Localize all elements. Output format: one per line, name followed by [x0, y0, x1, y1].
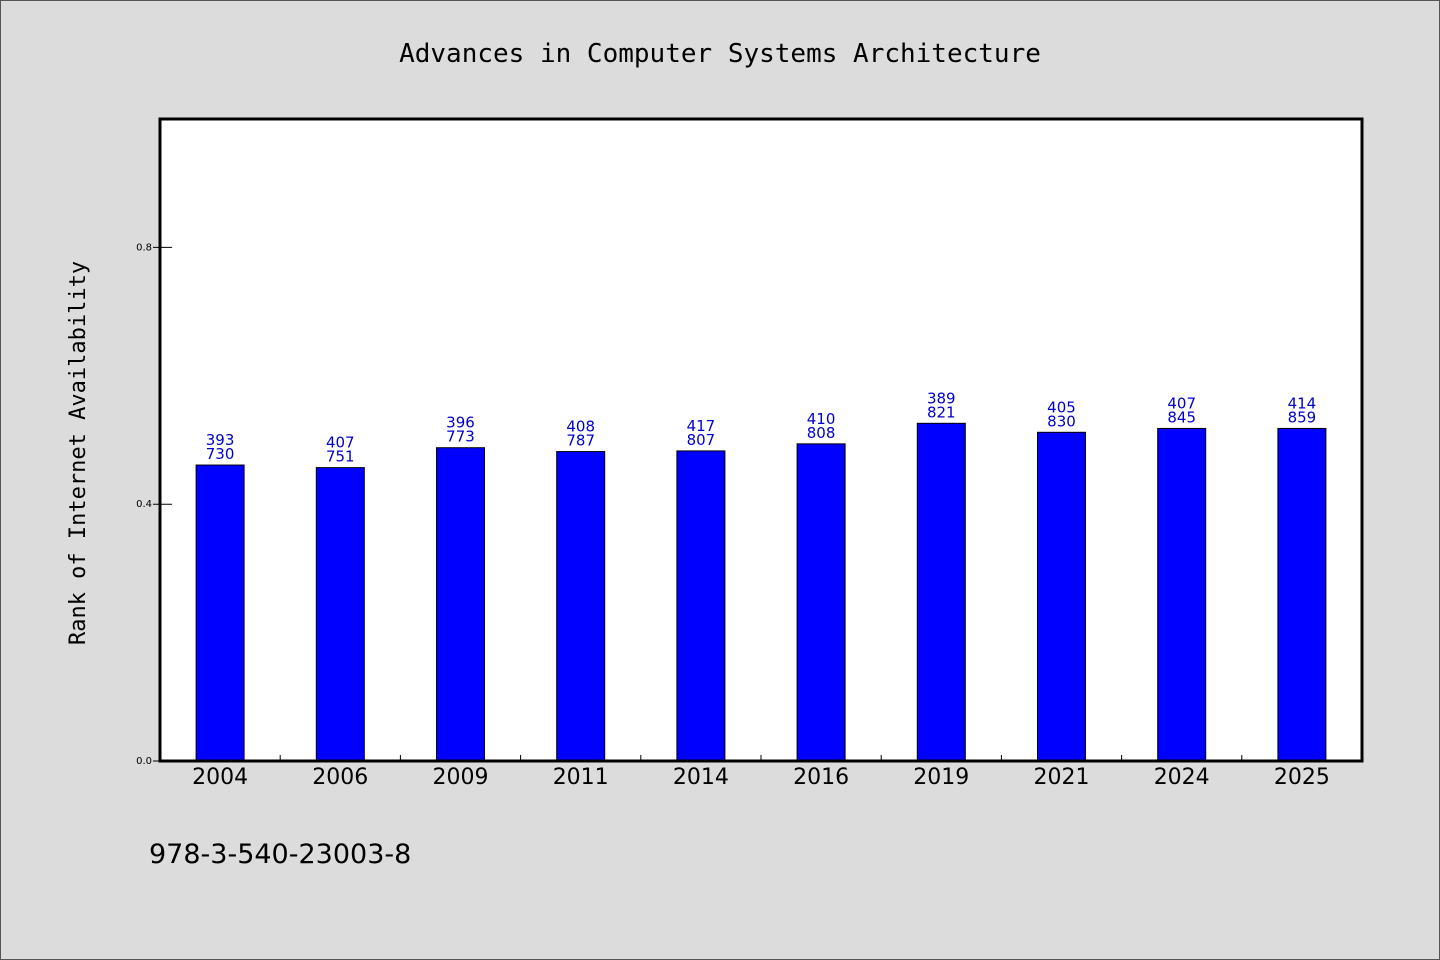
bar-2006: [315, 467, 365, 762]
bar-2004: [195, 464, 245, 762]
bar-label-top-2004: 393: [206, 431, 235, 449]
bar-label-bottom-2014: 807: [687, 431, 716, 449]
bar-label-top-2024: 407: [1167, 394, 1196, 412]
y-tick-label-0.0: 0.0: [136, 756, 152, 767]
isbn-footer: 978-3-540-23003-8: [149, 839, 411, 870]
bar-label-bottom-2016: 808: [807, 424, 836, 442]
bar-2019: [916, 422, 966, 762]
bar-label-top-2011: 408: [566, 418, 595, 436]
bar-2021: [1037, 431, 1086, 762]
bar-label-top-2016: 410: [807, 410, 836, 428]
y-tick-label-0.4: 0.4: [136, 499, 152, 510]
y-axis-ticks: 0.0 0.4 0.8: [136, 242, 172, 767]
bar-label-bottom-2004: 730: [206, 445, 235, 463]
bar-2011: [556, 451, 606, 762]
bar-2016: [796, 443, 846, 762]
bar-label-bottom-2009: 773: [446, 428, 475, 446]
x-tick-label-2011: 2011: [553, 765, 609, 790]
bar-label-bottom-2011: 787: [566, 432, 595, 450]
plot-frame: [158, 117, 1364, 763]
x-tick-label-2004: 2004: [192, 765, 248, 790]
bar-labels-layer: 3937304077513967734087874178074108083898…: [206, 389, 1316, 465]
x-tick-label-2021: 2021: [1034, 765, 1090, 790]
y-axis-label: Rank of Internet Availability: [66, 261, 91, 645]
bar-label-bottom-2025: 859: [1288, 408, 1317, 426]
x-tick-label-2019: 2019: [913, 765, 969, 790]
x-tick-label-2016: 2016: [793, 765, 849, 790]
bar-label-top-2025: 414: [1288, 394, 1317, 412]
x-tick-label-2024: 2024: [1154, 765, 1210, 790]
x-tick-label-2006: 2006: [312, 765, 368, 790]
y-tick-label-0.8: 0.8: [136, 242, 152, 253]
bar-2025: [1277, 427, 1327, 762]
bar-2009: [436, 447, 485, 762]
bar-label-top-2009: 396: [446, 414, 475, 432]
bars-layer: [195, 422, 1327, 762]
bar-label-bottom-2019: 821: [927, 403, 956, 421]
bar-label-bottom-2021: 830: [1047, 412, 1076, 430]
bar-label-bottom-2006: 751: [326, 448, 355, 466]
x-tick-label-2009: 2009: [433, 765, 489, 790]
x-tick-label-2025: 2025: [1274, 765, 1330, 790]
bar-2024: [1157, 427, 1207, 762]
bar-label-bottom-2024: 845: [1167, 408, 1196, 426]
bar-label-top-2014: 417: [687, 417, 716, 435]
x-tick-label-2014: 2014: [673, 765, 729, 790]
bar-label-top-2006: 407: [326, 434, 355, 452]
bar-label-top-2019: 389: [927, 389, 956, 407]
chart-title: Advances in Computer Systems Architectur…: [399, 39, 1041, 69]
bar-2014: [676, 450, 726, 762]
x-axis-ticks: 2004 2006 2009 2011 2014 2016 2019 2021 2024 2025: [192, 755, 1330, 790]
bar-label-top-2021: 405: [1047, 398, 1076, 416]
